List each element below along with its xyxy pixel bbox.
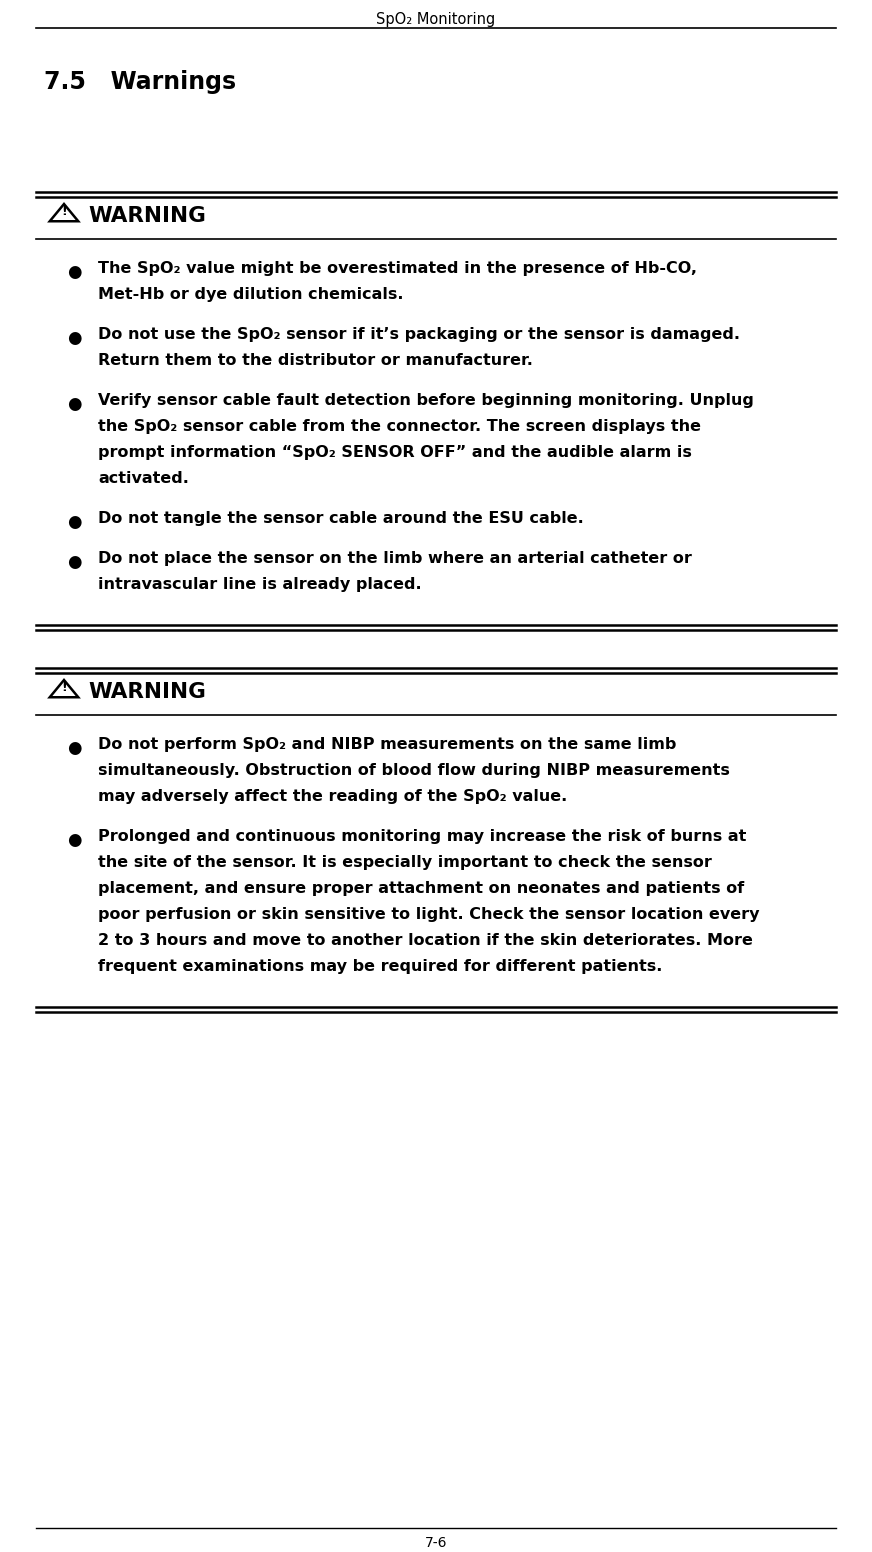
Text: Do not place the sensor on the limb where an arterial catheter or: Do not place the sensor on the limb wher…: [98, 551, 691, 566]
Text: WARNING: WARNING: [88, 681, 206, 702]
Text: prompt information “SpO₂ SENSOR OFF” and the audible alarm is: prompt information “SpO₂ SENSOR OFF” and…: [98, 445, 691, 459]
Text: activated.: activated.: [98, 470, 189, 486]
Text: may adversely affect the reading of the SpO₂ value.: may adversely affect the reading of the …: [98, 788, 568, 804]
Text: SpO₂ Monitoring: SpO₂ Monitoring: [377, 12, 495, 26]
Text: placement, and ensure proper attachment on neonates and patients of: placement, and ensure proper attachment …: [98, 882, 744, 896]
Text: intravascular line is already placed.: intravascular line is already placed.: [98, 577, 422, 591]
Text: 7-6: 7-6: [425, 1536, 447, 1550]
Text: ●: ●: [67, 514, 81, 531]
Text: the SpO₂ sensor cable from the connector. The screen displays the: the SpO₂ sensor cable from the connector…: [98, 419, 701, 435]
Text: Met-Hb or dye dilution chemicals.: Met-Hb or dye dilution chemicals.: [98, 287, 404, 303]
Text: Do not perform SpO₂ and NIBP measurements on the same limb: Do not perform SpO₂ and NIBP measurement…: [98, 737, 677, 753]
Text: ●: ●: [67, 396, 81, 413]
Text: Verify sensor cable fault detection before beginning monitoring. Unplug: Verify sensor cable fault detection befo…: [98, 393, 754, 408]
Text: !: !: [61, 205, 67, 219]
Text: simultaneously. Obstruction of blood flow during NIBP measurements: simultaneously. Obstruction of blood flo…: [98, 764, 730, 778]
Text: The SpO₂ value might be overestimated in the presence of Hb-CO,: The SpO₂ value might be overestimated in…: [98, 261, 697, 276]
Text: Do not use the SpO₂ sensor if it’s packaging or the sensor is damaged.: Do not use the SpO₂ sensor if it’s packa…: [98, 327, 740, 341]
Text: WARNING: WARNING: [88, 206, 206, 227]
Text: ●: ●: [67, 329, 81, 348]
Text: Return them to the distributor or manufacturer.: Return them to the distributor or manufa…: [98, 352, 533, 368]
Text: ●: ●: [67, 262, 81, 281]
Text: Do not tangle the sensor cable around the ESU cable.: Do not tangle the sensor cable around th…: [98, 511, 583, 526]
Text: 7.5   Warnings: 7.5 Warnings: [44, 70, 236, 95]
Text: frequent examinations may be required for different patients.: frequent examinations may be required fo…: [98, 959, 663, 975]
Text: ●: ●: [67, 553, 81, 571]
Text: ●: ●: [67, 830, 81, 849]
Text: the site of the sensor. It is especially important to check the sensor: the site of the sensor. It is especially…: [98, 855, 712, 871]
Text: !: !: [61, 681, 67, 694]
Text: Prolonged and continuous monitoring may increase the risk of burns at: Prolonged and continuous monitoring may …: [98, 829, 746, 844]
Text: poor perfusion or skin sensitive to light. Check the sensor location every: poor perfusion or skin sensitive to ligh…: [98, 906, 760, 922]
Text: ●: ●: [67, 739, 81, 757]
Text: 2 to 3 hours and move to another location if the skin deteriorates. More: 2 to 3 hours and move to another locatio…: [98, 933, 753, 948]
